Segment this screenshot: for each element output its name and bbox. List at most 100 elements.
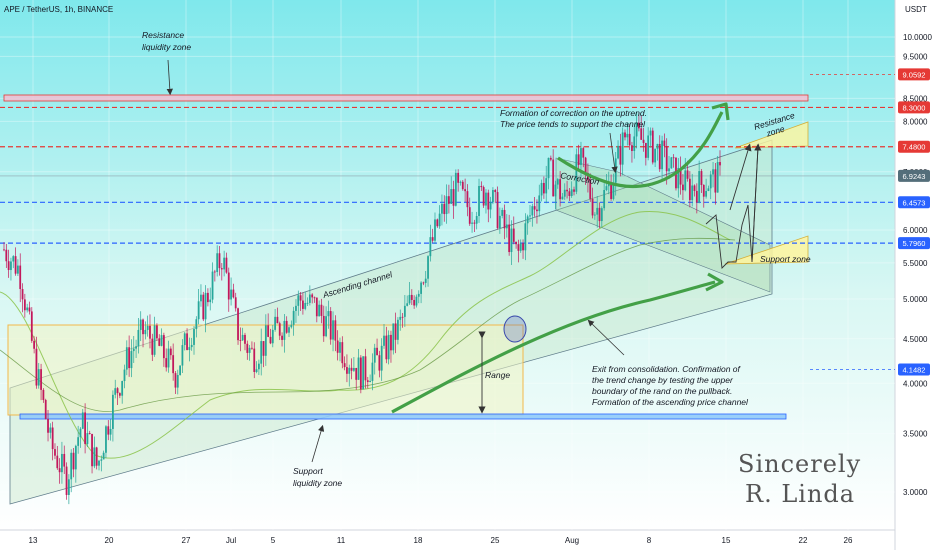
candle-body: [415, 296, 418, 306]
candle-body: [213, 271, 216, 273]
candle-body: [114, 388, 117, 395]
candle-body: [151, 338, 154, 355]
candle-body: [436, 219, 439, 227]
candle-body: [707, 188, 710, 191]
candle-body: [118, 393, 121, 396]
candle-body: [58, 468, 61, 473]
candle-body: [369, 380, 372, 383]
support-liquidity-band: [19, 413, 787, 420]
candle-body: [700, 171, 703, 185]
candle-body: [542, 182, 545, 194]
x-tick-label: 13: [29, 536, 38, 545]
candle-body: [371, 362, 374, 381]
candle-body: [695, 190, 698, 203]
candle-body: [489, 202, 492, 210]
candle-body: [348, 367, 351, 374]
candle-body: [628, 133, 631, 146]
price-badge-label: 5.7960: [903, 239, 926, 248]
candle-body: [438, 213, 441, 227]
candle-body: [176, 374, 179, 388]
price-badge: [898, 237, 930, 250]
candle-body: [297, 295, 300, 306]
candle-body: [30, 311, 33, 341]
candle-body: [640, 128, 643, 140]
candle-body: [197, 301, 200, 320]
candle-body: [14, 256, 17, 274]
candle-body: [716, 162, 719, 193]
candle-body: [47, 418, 49, 433]
x-tick-label: 22: [799, 536, 808, 545]
correction-channel: [555, 157, 771, 293]
price-candles: [3, 111, 721, 505]
candle-body: [624, 132, 626, 138]
support-pointer: [311, 424, 325, 463]
candle-body: [475, 216, 478, 224]
candle-body: [79, 428, 82, 438]
candle-body: [531, 206, 534, 216]
x-tick-label: 26: [844, 536, 853, 545]
price-badge: [898, 140, 930, 153]
x-tick-label: 20: [105, 536, 114, 545]
candle-body: [447, 196, 450, 204]
pullback-circle: [503, 315, 527, 343]
candle-body: [315, 297, 318, 317]
candle-body: [137, 329, 140, 347]
candle-body: [181, 345, 184, 366]
candle-body: [688, 178, 691, 201]
candle-body: [44, 399, 47, 419]
candle-body: [237, 308, 239, 341]
candle-body: [121, 381, 124, 396]
candle-body: [649, 130, 652, 136]
candle-body: [575, 154, 578, 192]
candle-body: [501, 209, 504, 216]
candle-body: [346, 367, 348, 374]
candle-body: [37, 369, 40, 386]
candle-body: [617, 145, 619, 159]
candle-body: [619, 145, 622, 165]
candle-body: [552, 159, 555, 197]
candle-body: [457, 172, 460, 183]
y-tick-label: 8.5000: [903, 94, 928, 103]
candle-body: [524, 223, 527, 251]
candle-body: [364, 356, 367, 381]
candle-body: [232, 289, 235, 298]
candle-body: [605, 186, 608, 191]
candle-body: [494, 190, 497, 193]
price-badge: [898, 363, 930, 376]
candle-body: [248, 347, 251, 353]
candle-body: [49, 427, 52, 433]
y-tick-label: 3.5000: [903, 430, 928, 439]
x-tick-label: 27: [182, 536, 191, 545]
candle-body: [709, 174, 712, 189]
candle-body: [105, 426, 107, 453]
candle-body: [637, 122, 640, 129]
candle-body: [554, 184, 557, 197]
candle-body: [21, 289, 24, 300]
candle-body: [12, 256, 15, 262]
candle-body: [334, 320, 337, 341]
x-tick-label: 8: [647, 536, 652, 545]
candle-body: [399, 316, 402, 320]
candle-body: [434, 219, 436, 241]
candle-body: [712, 169, 714, 175]
candle-body: [621, 132, 624, 165]
candle-body: [538, 195, 541, 212]
correction-arc-arrow: [557, 111, 724, 189]
candle-body: [23, 299, 26, 311]
chart-title: APE / TetherUS, 1h, BINANCE: [4, 5, 113, 14]
x-tick-label: 5: [271, 536, 276, 545]
y-tick-label: 5.0000: [903, 295, 928, 304]
candle-body: [487, 192, 490, 210]
candle-body: [54, 449, 56, 456]
range-label: Range: [485, 370, 510, 380]
correction-pointer: [609, 132, 618, 174]
x-tick-label: Aug: [565, 536, 579, 545]
candle-body: [522, 243, 524, 251]
candle-body: [320, 304, 323, 316]
candle-body: [67, 479, 70, 495]
candle-body: [517, 244, 520, 251]
candle-body: [350, 367, 353, 371]
candle-body: [582, 148, 585, 158]
